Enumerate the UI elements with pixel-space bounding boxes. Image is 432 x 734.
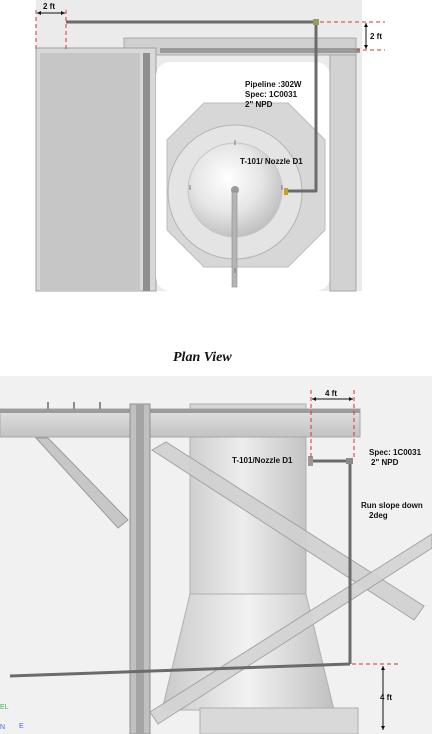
elev-dim-top-label: 4 ft <box>325 389 337 398</box>
pipeline-label: Pipeline :302W <box>245 80 302 89</box>
elev-dim-arrowhead <box>349 397 353 401</box>
axis-e-label: E <box>19 723 24 730</box>
plan-nozzle-label: T-101/ Nozzle D1 <box>240 157 303 166</box>
plan-beam-right <box>160 48 360 53</box>
pipeline-npd-label: 2" NPD <box>245 100 273 109</box>
plan-pipe-flange <box>284 188 288 195</box>
elevation-nozzle-label: T-101/Nozzle D1 <box>232 456 293 465</box>
plan-left-column-flange <box>143 53 150 291</box>
elev-dim-bottom-label: 4 ft <box>380 693 392 702</box>
plan-dim-right-label: 2 ft <box>370 32 382 41</box>
elevation-npd-label: 2" NPD <box>371 458 399 467</box>
plan-dim-arrowhead <box>364 23 368 27</box>
plan-dim-arrowhead <box>37 11 41 15</box>
elevation-nozzle-flange <box>308 456 313 466</box>
elevation-horizontal-pipe <box>9 662 351 678</box>
plan-view-title: Plan View <box>173 350 232 365</box>
plan-dim-arrowhead <box>61 11 65 15</box>
diagonal-brace-down <box>151 441 425 621</box>
elev-dim-arrowhead <box>312 397 316 401</box>
slope-label: Run slope down <box>361 501 423 510</box>
slope-degree-label: 2deg <box>369 511 388 520</box>
left-diagonal-brace <box>34 437 129 529</box>
elevation-column-web <box>136 404 144 734</box>
plan-pipe-elbow <box>313 19 319 25</box>
pipeline-spec-label: Spec: 1C0031 <box>245 90 298 99</box>
elev-dim-arrowhead <box>381 726 385 730</box>
elevation-pipe-elbow <box>346 458 353 464</box>
tank-bottom-pipe <box>231 191 238 288</box>
tank-base <box>199 707 359 734</box>
axis-n-label: N <box>0 724 5 731</box>
elevation-view: 4 ft 4 ft T-101/Nozzle D1 Spec: 1C0031 2… <box>0 376 432 734</box>
elevation-top-beam <box>0 408 361 438</box>
elev-dim-arrowhead <box>381 666 385 670</box>
axis-indicator: EL N E <box>0 704 24 731</box>
elevation-top-beam-flange <box>0 409 360 413</box>
axis-el-label: EL <box>0 704 9 711</box>
plan-left-column-face <box>40 53 140 291</box>
plan-dim-top-label: 2 ft <box>43 2 55 11</box>
plan-right-column <box>329 54 357 292</box>
diagonal-brace-up <box>149 533 432 725</box>
plan-view: 2 ft 2 ft Pipeline :302W Spec: 1C0031 2"… <box>35 0 385 292</box>
elevation-spec-label: Spec: 1C0031 <box>369 448 422 457</box>
plan-pipe-route <box>66 20 318 193</box>
plan-dim-arrowhead <box>364 45 368 49</box>
